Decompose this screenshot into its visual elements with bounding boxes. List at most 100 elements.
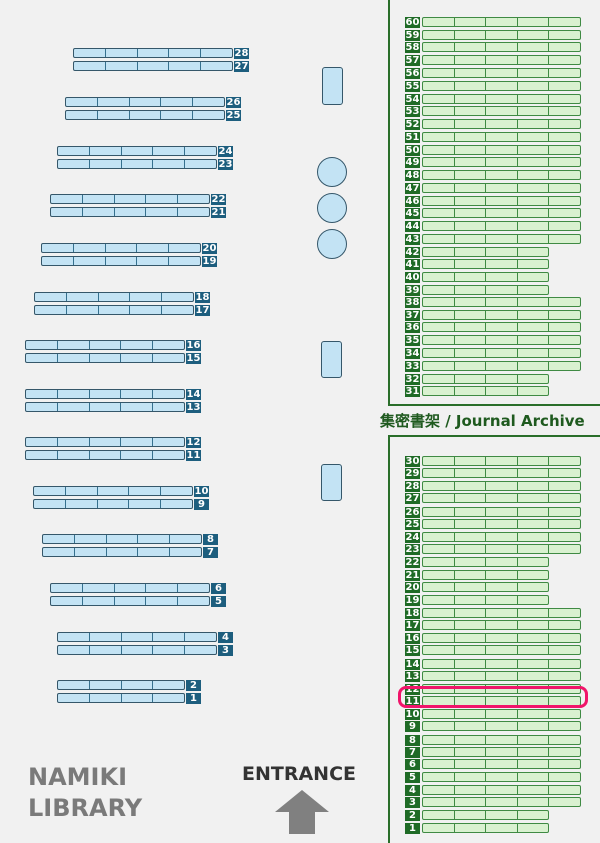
journal-shelf-24[interactable] bbox=[422, 532, 581, 542]
journal-shelf-26[interactable] bbox=[422, 507, 581, 517]
journal-shelf-49[interactable] bbox=[422, 157, 581, 167]
journal-shelf-35[interactable] bbox=[422, 335, 581, 345]
journal-shelf-28[interactable] bbox=[422, 481, 581, 491]
journal-shelf-52[interactable] bbox=[422, 119, 581, 129]
journal-shelf-16[interactable] bbox=[422, 633, 581, 643]
shelf-section bbox=[97, 293, 130, 301]
shelf-section bbox=[516, 736, 549, 744]
journal-shelf-4[interactable] bbox=[422, 785, 581, 795]
general-shelf-21[interactable] bbox=[50, 207, 210, 217]
journal-shelf-45[interactable] bbox=[422, 208, 581, 218]
general-shelf-16[interactable] bbox=[25, 340, 185, 350]
journal-shelf-40[interactable] bbox=[422, 272, 549, 282]
shelf-section bbox=[485, 508, 517, 516]
journal-shelf-60[interactable] bbox=[422, 17, 581, 27]
journal-shelf-54[interactable] bbox=[422, 94, 581, 104]
journal-shelf-2[interactable] bbox=[422, 810, 549, 820]
journal-shelf-36[interactable] bbox=[422, 322, 581, 332]
journal-shelf-13[interactable] bbox=[422, 671, 581, 681]
journal-shelf-55[interactable] bbox=[422, 81, 581, 91]
journal-shelf-5[interactable] bbox=[422, 772, 581, 782]
shelf-section bbox=[453, 375, 486, 383]
journal-shelf-51[interactable] bbox=[422, 132, 581, 142]
journal-shelf-46[interactable] bbox=[422, 196, 581, 206]
journal-shelf-18[interactable] bbox=[422, 608, 581, 618]
journal-shelf-57[interactable] bbox=[422, 55, 581, 65]
journal-shelf-43[interactable] bbox=[422, 234, 581, 244]
shelf-section bbox=[453, 583, 486, 591]
shelf-section bbox=[485, 184, 517, 192]
journal-shelf-44[interactable] bbox=[422, 221, 581, 231]
general-shelf-14[interactable] bbox=[25, 389, 185, 399]
general-shelf-23[interactable] bbox=[57, 159, 217, 169]
journal-shelf-19[interactable] bbox=[422, 595, 549, 605]
general-shelf-1[interactable] bbox=[57, 693, 185, 703]
general-shelf-22[interactable] bbox=[50, 194, 210, 204]
general-shelf-15[interactable] bbox=[25, 353, 185, 363]
general-shelf-6[interactable] bbox=[50, 583, 210, 593]
shelf-section bbox=[548, 197, 580, 205]
journal-shelf-21[interactable] bbox=[422, 570, 549, 580]
shelf-section bbox=[516, 457, 549, 465]
general-shelf-19[interactable] bbox=[41, 256, 201, 266]
journal-shelf-56[interactable] bbox=[422, 68, 581, 78]
journal-shelf-27[interactable] bbox=[422, 493, 581, 503]
general-shelf-4[interactable] bbox=[57, 632, 217, 642]
journal-shelf-48[interactable] bbox=[422, 170, 581, 180]
journal-shelf-29[interactable] bbox=[422, 468, 581, 478]
general-shelf-5[interactable] bbox=[50, 596, 210, 606]
general-shelf-27[interactable] bbox=[73, 61, 233, 71]
shelf-section bbox=[516, 824, 549, 832]
general-shelf-20[interactable] bbox=[41, 243, 201, 253]
general-shelf-2[interactable] bbox=[57, 680, 185, 690]
journal-shelf-14[interactable] bbox=[422, 659, 581, 669]
shelf-section bbox=[423, 362, 454, 370]
journal-shelf-34[interactable] bbox=[422, 348, 581, 358]
journal-shelf-15[interactable] bbox=[422, 645, 581, 655]
general-shelf-28[interactable] bbox=[73, 48, 233, 58]
shelf-section bbox=[516, 508, 549, 516]
journal-shelf-47[interactable] bbox=[422, 183, 581, 193]
journal-shelf-59[interactable] bbox=[422, 30, 581, 40]
general-shelf-25[interactable] bbox=[65, 110, 225, 120]
journal-shelf-37[interactable] bbox=[422, 310, 581, 320]
general-shelf-9[interactable] bbox=[33, 499, 193, 509]
general-shelf-26[interactable] bbox=[65, 97, 225, 107]
journal-shelf-17[interactable] bbox=[422, 620, 581, 630]
journal-shelf-41[interactable] bbox=[422, 259, 549, 269]
journal-shelf-25[interactable] bbox=[422, 519, 581, 529]
journal-shelf-10[interactable] bbox=[422, 709, 581, 719]
shelf-section bbox=[516, 95, 549, 103]
journal-shelf-7[interactable] bbox=[422, 747, 581, 757]
general-shelf-8[interactable] bbox=[42, 534, 202, 544]
journal-shelf-22[interactable] bbox=[422, 557, 549, 567]
journal-shelf-32[interactable] bbox=[422, 374, 549, 384]
journal-shelf-9[interactable] bbox=[422, 721, 581, 731]
general-shelf-11[interactable] bbox=[25, 450, 185, 460]
journal-shelf-31[interactable] bbox=[422, 386, 549, 396]
journal-shelf-58[interactable] bbox=[422, 42, 581, 52]
journal-shelf-53[interactable] bbox=[422, 106, 581, 116]
general-shelf-10[interactable] bbox=[33, 486, 193, 496]
journal-shelf-20[interactable] bbox=[422, 582, 549, 592]
journal-shelf-33[interactable] bbox=[422, 361, 581, 371]
general-shelf-18[interactable] bbox=[34, 292, 194, 302]
shelf-section bbox=[485, 811, 517, 819]
journal-shelf-3[interactable] bbox=[422, 797, 581, 807]
general-shelf-13[interactable] bbox=[25, 402, 185, 412]
general-shelf-17[interactable] bbox=[34, 305, 194, 315]
journal-shelf-38[interactable] bbox=[422, 297, 581, 307]
journal-shelf-42[interactable] bbox=[422, 247, 549, 257]
journal-shelf-39[interactable] bbox=[422, 285, 549, 295]
journal-shelf-8[interactable] bbox=[422, 735, 581, 745]
general-shelf-24[interactable] bbox=[57, 146, 217, 156]
shelf-section bbox=[516, 171, 549, 179]
general-shelf-3[interactable] bbox=[57, 645, 217, 655]
journal-shelf-23[interactable] bbox=[422, 544, 581, 554]
journal-shelf-1[interactable] bbox=[422, 823, 549, 833]
journal-shelf-30[interactable] bbox=[422, 456, 581, 466]
general-shelf-7[interactable] bbox=[42, 547, 202, 557]
journal-shelf-50[interactable] bbox=[422, 145, 581, 155]
journal-shelf-6[interactable] bbox=[422, 759, 581, 769]
general-shelf-12[interactable] bbox=[25, 437, 185, 447]
